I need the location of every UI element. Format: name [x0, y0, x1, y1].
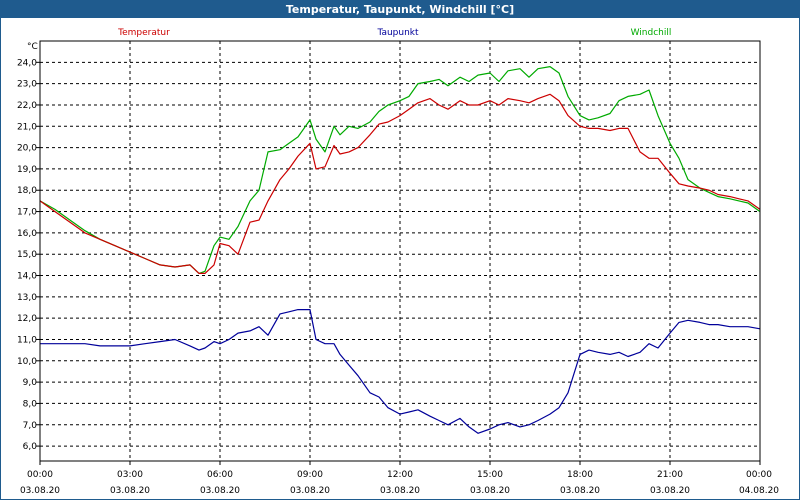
y-tick-label: 9,0 [23, 378, 38, 388]
series-line-temperatur [39, 93, 761, 274]
series-line-windchill [39, 65, 761, 274]
y-tick-label: 22,0 [17, 101, 37, 111]
y-tick-label: 12,0 [17, 314, 37, 324]
y-tick-label: 20,0 [17, 144, 37, 154]
y-tick-label: 7,0 [23, 421, 38, 431]
x-tick-label-time: 00:00 [27, 470, 53, 480]
y-tick-label: 13,0 [17, 293, 37, 303]
y-tick-label: 10,0 [17, 357, 37, 367]
y-tick-label: 6,0 [23, 442, 38, 452]
y-tick-label: 17,0 [17, 208, 37, 218]
x-tick-label-date: 03.08.20 [380, 486, 420, 496]
plot-area-border [39, 40, 761, 462]
x-tick-label-time: 21:00 [657, 470, 683, 480]
window-title: Temperatur, Taupunkt, Windchill [°C] [1, 1, 799, 18]
y-axis-tick-labels: 6,0 7,0 8,0 9,0 10,0 11,0 12,0 13,0 14,0 15,0 16,0… [17, 58, 37, 452]
y-tick-label: 16,0 [17, 229, 37, 239]
legend-label-windchill: Windchill [631, 28, 672, 38]
series-line-taupunkt [40, 309, 761, 434]
grid-lines [36, 41, 761, 465]
x-tick-label-date: 03.08.20 [470, 486, 510, 496]
y-tick-label: 15,0 [17, 250, 37, 260]
y-tick-label: 21,0 [17, 122, 37, 132]
x-axis-tick-labels: 00:00 03.08.20 03:00 03.08.20 06:00 03.08.20 0… [20, 470, 779, 496]
y-tick-label: 24,0 [17, 58, 37, 68]
y-axis-unit-label: °C [27, 42, 38, 52]
x-tick-label-time: 15:00 [477, 470, 503, 480]
x-tick-label-time: 12:00 [387, 470, 413, 480]
x-tick-label-date: 03.08.20 [560, 486, 600, 496]
x-tick-label-date: 03.08.20 [650, 486, 690, 496]
x-tick-label-date: 04.08.20 [739, 486, 779, 496]
x-tick-label-time: 09:00 [297, 470, 323, 480]
x-tick-label-date: 03.08.20 [200, 486, 240, 496]
y-tick-label: 11,0 [17, 335, 37, 345]
series-lines [39, 65, 761, 434]
x-tick-label-time: 03:00 [117, 470, 143, 480]
y-tick-label: 23,0 [17, 80, 37, 90]
y-tick-label: 19,0 [17, 165, 37, 175]
legend-label-temperatur: Temperatur [117, 28, 170, 38]
y-tick-label: 14,0 [17, 272, 37, 282]
x-tick-label-time: 18:00 [567, 470, 593, 480]
legend-label-taupunkt: Taupunkt [376, 28, 419, 38]
y-tick-label: 8,0 [23, 399, 38, 409]
x-tick-label-date: 03.08.20 [110, 486, 150, 496]
y-tick-label: 18,0 [17, 186, 37, 196]
x-tick-label-date: 03.08.20 [290, 486, 330, 496]
x-tick-label-time: 06:00 [207, 470, 233, 480]
x-tick-label-time: 00:00 [746, 470, 772, 480]
x-tick-label-date: 03.08.20 [20, 486, 60, 496]
